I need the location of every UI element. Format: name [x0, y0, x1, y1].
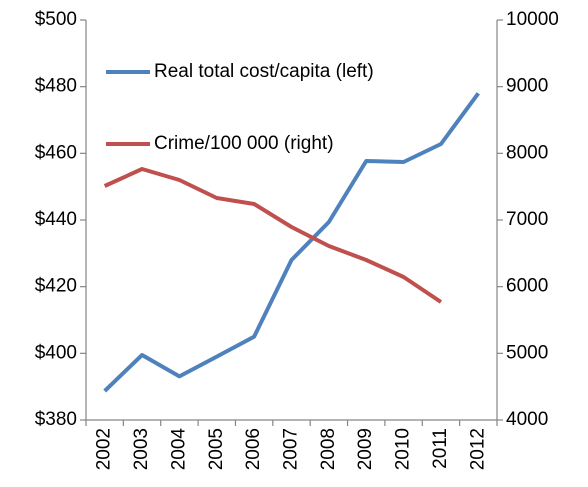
y2-tick-label: 8000 — [506, 142, 548, 163]
y-tick-label: $380 — [35, 409, 77, 430]
y-tick-label: $480 — [35, 76, 77, 97]
x-tick-label: 2005 — [206, 428, 227, 470]
x-tick-label: 2007 — [281, 428, 302, 470]
legend-label: Crime/100 000 (right) — [154, 133, 334, 154]
series-line — [103, 92, 480, 393]
y2-tick-label: 10000 — [506, 9, 559, 30]
x-tick-label: 2008 — [318, 428, 339, 470]
x-tick-label: 2004 — [168, 428, 189, 471]
y2-tick-label: 4000 — [506, 409, 548, 430]
x-tick-label: 2010 — [393, 428, 414, 470]
y2-tick-label: 9000 — [506, 76, 548, 97]
x-tick-label: 2011 — [430, 428, 451, 469]
y-tick-label: $460 — [35, 142, 77, 163]
series-line — [103, 167, 443, 304]
x-tick-label: 2006 — [243, 428, 264, 470]
y-tick-label: $440 — [35, 209, 77, 230]
y-tick-label: $420 — [35, 276, 77, 297]
x-tick-label: 2003 — [131, 428, 152, 470]
y-tick-label: $500 — [35, 9, 77, 30]
legend-label: Real total cost/capita (left) — [154, 61, 374, 82]
y2-tick-label: 6000 — [506, 276, 548, 297]
x-tick-label: 2009 — [355, 428, 376, 470]
y2-tick-label: 7000 — [506, 209, 548, 230]
x-tick-label: 2002 — [94, 428, 115, 470]
y-tick-label: $400 — [35, 342, 77, 363]
y2-tick-label: 5000 — [506, 342, 548, 363]
x-tick-label: 2012 — [467, 428, 488, 470]
